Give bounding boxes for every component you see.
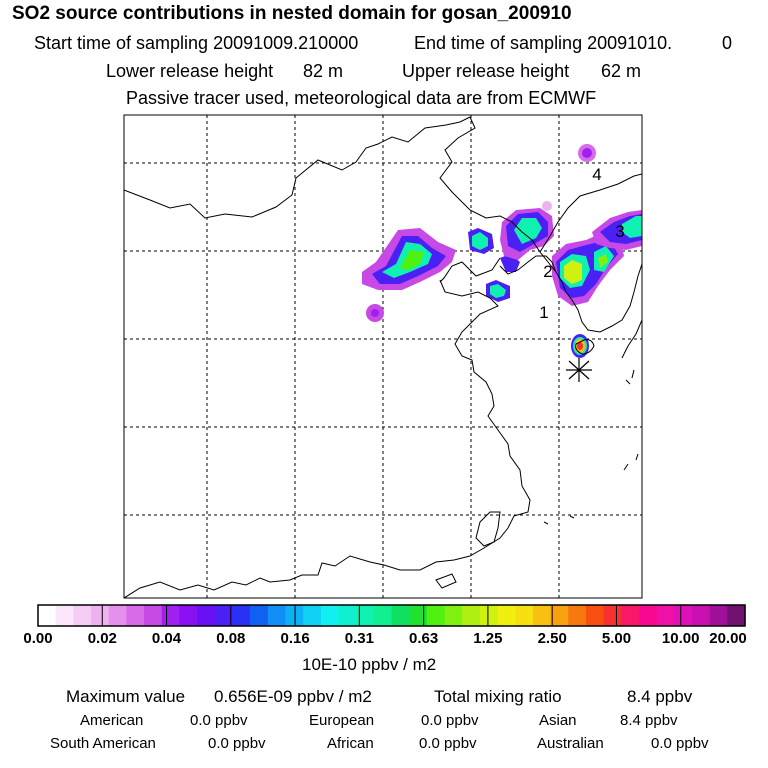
region-name-australian: Australian — [537, 735, 604, 752]
region-value-african: 0.0 ppbv — [419, 735, 477, 752]
total-mixing-ratio-label: Total mixing ratio — [434, 687, 562, 706]
colorbar-cell — [197, 605, 216, 626]
colorbar-cell — [91, 605, 110, 626]
colorbar-cell — [497, 605, 516, 626]
lower-release-label: Lower release height — [106, 61, 274, 81]
colorbar-cell — [603, 605, 622, 626]
colorbar-cell — [267, 605, 287, 626]
colorbar-cell — [656, 605, 675, 626]
plume-4 — [578, 144, 596, 162]
colorbar-cell — [214, 605, 234, 626]
colorbar-cell — [179, 605, 198, 626]
colorbar-cell — [426, 605, 446, 626]
colorbar-cell — [409, 605, 428, 626]
colorbar-tick-label: 20.00 — [709, 630, 747, 647]
colorbar-cell — [232, 605, 251, 626]
colorbar-cell — [691, 605, 711, 626]
colorbar-cell — [585, 605, 605, 626]
region-name-american: American — [80, 712, 144, 729]
colorbar-tick-label: 0.08 — [216, 630, 246, 647]
region-label-2: 2 — [543, 262, 552, 281]
map-gridlines — [124, 115, 642, 598]
colorbar-unit-label: 10E-10 ppbv / m2 — [302, 655, 437, 674]
coastlines — [124, 116, 642, 598]
colorbar-cell — [303, 605, 322, 626]
colorbar-cell — [674, 605, 693, 626]
colorbar-cell — [320, 605, 340, 626]
colorbar-tick-label: 0.04 — [151, 630, 182, 647]
colorbar-tick-label: 10.00 — [661, 630, 700, 647]
colorbar-tick-label: 1.25 — [473, 630, 503, 647]
max-value: 0.656E-09 ppbv / m2 — [214, 687, 372, 706]
colorbar-tick-label: 2.50 — [537, 630, 567, 647]
region-value-south-american: 0.0 ppbv — [208, 735, 266, 752]
colorbar-cell — [638, 605, 658, 626]
colorbar-cell — [161, 605, 181, 626]
tracer-note: Passive tracer used, meteorological data… — [126, 88, 597, 108]
max-value-label: Maximum value — [66, 687, 186, 706]
colorbar-cell — [444, 605, 463, 626]
region-name-asian: Asian — [539, 712, 577, 729]
upper-release-value: 62 m — [601, 61, 642, 81]
region-name-south-american: South American — [50, 735, 156, 752]
colorbar-tick-label: 0.31 — [344, 630, 374, 647]
region-value-australian: 0.0 ppbv — [651, 735, 709, 752]
plume-korea — [552, 232, 624, 306]
plume-west — [362, 228, 456, 290]
colorbar-tick-label: 0.63 — [408, 630, 439, 647]
region-label-4: 4 — [592, 165, 601, 184]
plume-small — [366, 304, 384, 322]
colorbar-cell — [462, 605, 481, 626]
region-label-1: 1 — [539, 303, 548, 322]
colorbar-cell — [356, 605, 375, 626]
plume-center — [468, 228, 520, 302]
region-value-european: 0.0 ppbv — [421, 712, 479, 729]
colorbar-cell — [709, 605, 728, 626]
colorbar-cell — [144, 605, 163, 626]
region-name-european: European — [309, 712, 375, 729]
colorbar-cell — [250, 605, 269, 626]
colorbar-tick-label: 5.00 — [601, 630, 632, 647]
colorbar-cell — [73, 605, 92, 626]
plume-north — [500, 201, 554, 260]
receptor-marker — [566, 358, 592, 382]
colorbar-cell — [338, 605, 357, 626]
colorbar-cell — [108, 605, 127, 626]
colorbar-cell — [621, 605, 640, 626]
colorbar-frame — [37, 604, 746, 627]
region-value-american: 0.0 ppbv — [190, 712, 248, 729]
map-frame — [123, 114, 643, 599]
chart-title: SO2 source contributions in nested domai… — [12, 3, 572, 24]
lower-release-value: 82 m — [303, 61, 344, 81]
colorbar-cell — [373, 605, 393, 626]
total-mixing-ratio-value: 8.4 ppbv — [627, 687, 693, 706]
end-time-value: 0 — [722, 33, 733, 53]
colorbar-cell — [38, 605, 57, 626]
colorbar-cell — [727, 605, 746, 626]
colorbar-cell — [479, 605, 499, 626]
colorbar-tick-label: 0.02 — [87, 630, 117, 647]
colorbar-tick-label: 0.00 — [23, 630, 53, 647]
region-value-asian: 8.4 ppbv — [620, 712, 678, 729]
colorbar-tick-label: 0.16 — [280, 630, 310, 647]
colorbar-cell — [550, 605, 569, 626]
plume-northeast — [592, 210, 642, 250]
start-time-label: Start time of sampling 20091009.210000 — [34, 33, 359, 53]
upper-release-label: Upper release height — [402, 61, 570, 81]
colorbar-cell — [126, 605, 145, 626]
colorbar-cell — [515, 605, 534, 626]
end-time-label: End time of sampling 20091010. — [414, 33, 673, 53]
colorbar-cell — [532, 605, 552, 626]
colorbar-cell — [391, 605, 410, 626]
colorbar-cell — [55, 605, 74, 626]
region-label-3: 3 — [615, 222, 624, 241]
colorbar-cell — [568, 605, 587, 626]
region-name-african: African — [327, 735, 374, 752]
